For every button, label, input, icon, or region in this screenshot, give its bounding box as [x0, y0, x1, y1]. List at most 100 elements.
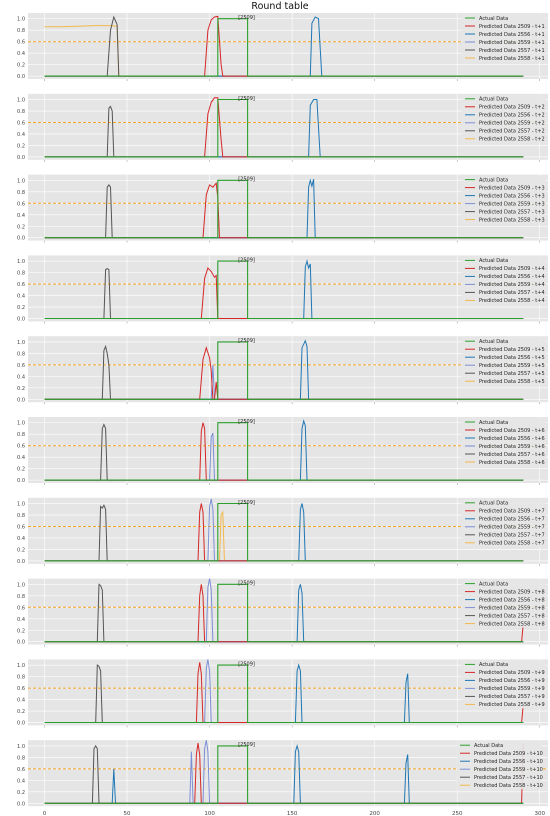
series-annotation: [2509] [238, 742, 255, 748]
legend-box [462, 175, 546, 224]
subplot-10: 0.0 0.2 0.4 0.6 0.8 1.0 0 50 100 150 200 250 300 [250… [17, 740, 548, 816]
legend-label: Actual Data [479, 662, 508, 668]
series-annotation: [2509] [238, 257, 255, 263]
legend-box [457, 741, 541, 790]
y-tick-label: 0.0 [17, 397, 25, 403]
legend: Actual Data Predicted Data 2509 - t+9 Pred… [462, 660, 546, 709]
plot-background [28, 417, 548, 483]
legend: Actual Data Predicted Data 2509 - t+10 Pre… [457, 741, 543, 790]
actual-data-line [44, 502, 524, 562]
series-annotation: [2509] [238, 15, 255, 21]
actual-data-line [44, 179, 524, 239]
series-annotation: [2509] [238, 177, 255, 183]
y-tick-label: 1.0 [17, 178, 25, 184]
y-tick-label: 0.6 [17, 282, 25, 288]
y-tick-label: 0.8 [17, 755, 25, 761]
x-tick-label: 0 [43, 811, 47, 816]
y-tick-label: 0.6 [17, 120, 25, 126]
legend-label: Predicted Data 2559 - t+9 [479, 686, 545, 692]
y-tick-label: 0.2 [17, 790, 25, 796]
y-tick-label: 0.2 [17, 224, 25, 230]
y-tick-label: 0.6 [17, 363, 25, 369]
legend-box [462, 418, 546, 466]
subplot-2: 0.0 0.2 0.4 0.6 0.8 1.0 [2509] Actual Data Predi… [17, 93, 548, 162]
y-tick-label: 0.2 [17, 63, 25, 69]
series-line-predicted-data-2556-t-3 [44, 178, 524, 239]
legend-label: Predicted Data 2558 - t+3 [479, 217, 545, 223]
legend-box [462, 14, 546, 62]
series-line-predicted-data-2559-t-10 [44, 740, 524, 804]
legend: Actual Data Predicted Data 2509 - t+5 Pred… [462, 337, 546, 386]
legend-label: Actual Data [474, 743, 503, 749]
series-annotation: [2509] [238, 338, 255, 344]
plot-background [28, 336, 548, 403]
legend-label: Actual Data [479, 420, 508, 426]
legend-label: Predicted Data 2509 - t+5 [479, 347, 545, 353]
legend-label: Predicted Data 2556 - t+8 [479, 597, 545, 603]
y-tick-label: 0.0 [17, 640, 25, 646]
y-tick-label: 0.8 [17, 109, 25, 115]
legend: Actual Data Predicted Data 2509 - t+4 Pred… [462, 256, 546, 305]
legend-label: Predicted Data 2559 - t+5 [479, 363, 545, 369]
y-tick-label: 1.0 [17, 421, 25, 427]
y-tick-label: 0.8 [17, 432, 25, 438]
y-tick-label: 0.2 [17, 305, 25, 311]
subplot-6: 0.0 0.2 0.4 0.6 0.8 1.0 [2509] Actual Data Predi… [17, 417, 548, 485]
subplot-3: 0.0 0.2 0.4 0.6 0.8 1.0 [2509] Actual Data Predi… [17, 174, 548, 243]
legend-label: Predicted Data 2509 - t+7 [479, 509, 545, 515]
legend-label: Actual Data [479, 501, 508, 507]
legend-label: Predicted Data 2556 - t+5 [479, 355, 545, 361]
y-tick-label: 1.0 [17, 502, 25, 508]
y-tick-label: 0.8 [17, 594, 25, 600]
legend-box [462, 256, 546, 305]
legend: Actual Data Predicted Data 2509 - t+7 Pred… [462, 498, 546, 547]
y-tick-label: 0.0 [17, 74, 25, 80]
series-annotation: [2509] [238, 661, 255, 667]
legend-label: Predicted Data 2509 - t+4 [479, 266, 545, 272]
legend-label: Predicted Data 2509 - t+3 [479, 185, 545, 191]
y-tick-label: 0.2 [17, 143, 25, 149]
y-tick-label: 0.4 [17, 698, 25, 704]
legend-label: Actual Data [479, 97, 508, 103]
plot-background [28, 13, 548, 79]
series-line-predicted-data-2557-t-7 [44, 504, 524, 562]
legend-label: Predicted Data 2557 - t+1 [479, 48, 545, 54]
y-tick-label: 0.4 [17, 536, 25, 542]
legend-box [462, 660, 546, 709]
x-tick-label: 250 [452, 811, 463, 816]
legend-label: Actual Data [479, 177, 508, 183]
series-line-predicted-data-2509-t-1 [44, 15, 524, 77]
subplot-8: 0.0 0.2 0.4 0.6 0.8 1.0 [2509] Actual Data Predi… [17, 578, 548, 647]
y-tick-label: 0.8 [17, 513, 25, 519]
y-tick-label: 0.8 [17, 28, 25, 34]
y-tick-label: 0.4 [17, 213, 25, 219]
y-tick-label: 0.8 [17, 271, 25, 277]
legend-label: Predicted Data 2556 - t+4 [479, 274, 545, 280]
y-tick-label: 0.2 [17, 386, 25, 392]
legend-label: Predicted Data 2557 - t+6 [479, 452, 545, 458]
figure-title: Round table [251, 1, 309, 12]
series-line-predicted-data-2556-t-4 [44, 259, 524, 319]
series-line-predicted-data-2557-t-5 [44, 344, 524, 400]
legend-label: Predicted Data 2556 - t+7 [479, 517, 545, 523]
legend: Actual Data Predicted Data 2509 - t+3 Pred… [462, 175, 546, 224]
y-tick-label: 0.0 [17, 721, 25, 727]
legend-label: Predicted Data 2556 - t+9 [479, 678, 545, 684]
legend-label: Predicted Data 2559 - t+10 [474, 767, 543, 773]
legend-label: Actual Data [479, 339, 508, 345]
y-tick-label: 0.0 [17, 478, 25, 484]
y-tick-label: 0.8 [17, 351, 25, 357]
x-tick-label: 100 [204, 811, 215, 816]
legend-label: Predicted Data 2509 - t+9 [479, 670, 545, 676]
legend-label: Predicted Data 2509 - t+6 [479, 428, 545, 434]
y-tick-label: 1.0 [17, 17, 25, 23]
legend-label: Predicted Data 2558 - t+6 [479, 460, 545, 466]
legend-label: Predicted Data 2558 - t+7 [479, 541, 545, 547]
y-tick-label: 0.4 [17, 617, 25, 623]
x-tick-label: 150 [287, 811, 298, 816]
y-tick-label: 0.6 [17, 40, 25, 46]
legend-label: Predicted Data 2557 - t+5 [479, 371, 545, 377]
series-line-predicted-data-2509-t-2 [44, 97, 524, 158]
legend-label: Predicted Data 2557 - t+10 [474, 775, 543, 781]
